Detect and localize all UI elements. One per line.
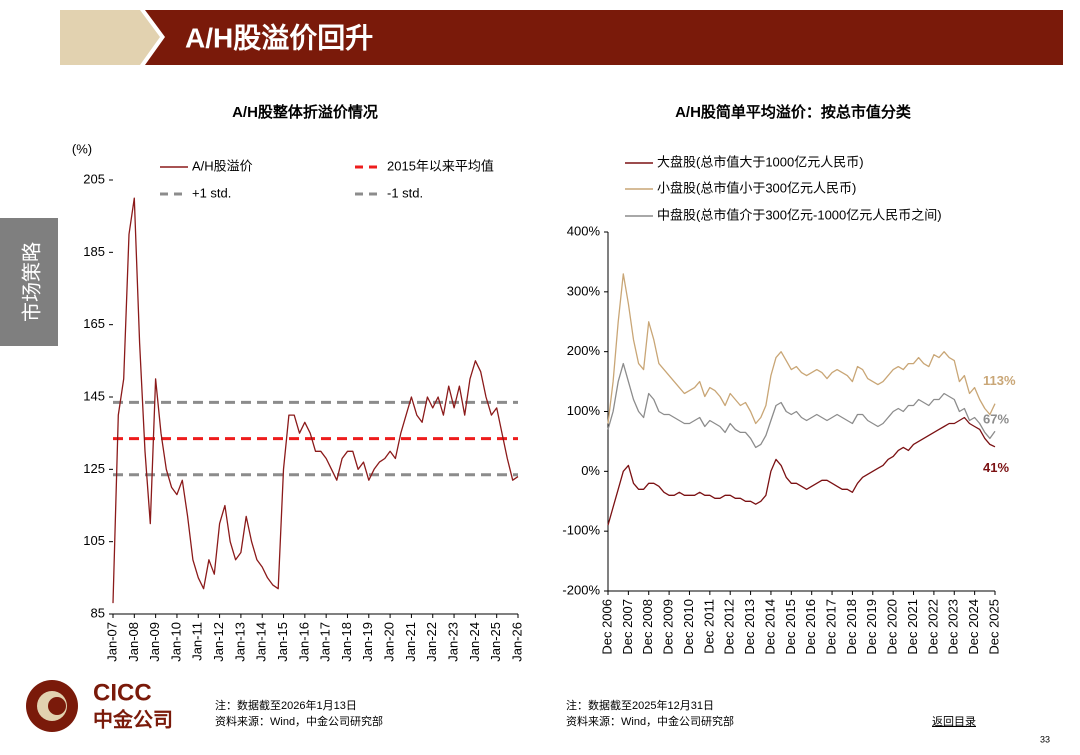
x-tick-label: Jan-11 [190,622,205,661]
y-tick-label: 165 [83,316,105,331]
x-tick-label: Jan-19 [360,622,375,662]
series-line [607,273,996,425]
legend-label: 大盘股(总市值大于1000亿元人民币) [657,154,864,169]
x-tick-label: Jan-07 [104,622,119,662]
x-tick-label: Dec 2019 [864,599,879,655]
x-tick-label: Jan-16 [296,622,311,662]
source: 资料来源：Wind，中金公司研究部 [566,714,734,728]
x-tick-label: Jan-12 [211,622,226,662]
x-tick-label: Jan-10 [168,622,183,662]
x-tick-label: Dec 2011 [701,599,716,654]
y-tick-label: 200% [567,343,601,358]
x-tick-label: Dec 2025 [986,599,1001,655]
legend-label: 中盘股(总市值介于300亿元-1000亿元人民币之间) [657,207,942,222]
x-tick-label: Jan-14 [254,622,269,662]
y-tick-label: 85 [91,605,105,620]
x-tick-label: Jan-25 [488,622,503,662]
back-link[interactable]: 返回目录 [932,715,976,728]
x-tick-label: Jan-26 [509,622,524,662]
x-tick-label: Dec 2023 [946,599,961,655]
x-tick-label: Jan-13 [232,622,247,662]
end-label: 67% [983,412,1009,427]
x-tick-label: Dec 2020 [885,599,900,655]
x-tick-label: Dec 2008 [640,599,655,655]
x-tick-label: Jan-22 [424,622,439,662]
y-tick-label: 400% [567,223,601,238]
y-tick-label: -100% [562,523,600,538]
chart-title: A/H股整体折溢价情况 [232,103,378,121]
x-tick-label: Dec 2007 [620,599,635,655]
end-label: 41% [983,460,1009,475]
end-label: 113% [983,373,1016,388]
x-tick-label: Dec 2017 [823,599,838,655]
header-bar [145,10,1063,65]
x-tick-label: Dec 2012 [722,599,737,655]
x-tick-label: Jan-17 [318,622,333,662]
slide-title: A/H股溢价回升 [185,22,373,53]
chart-title: A/H股简单平均溢价：按总市值分类 [675,103,912,121]
y-tick-label: 100% [567,403,601,418]
logo-mark [48,697,66,715]
section-tab [0,218,58,346]
series-line [607,362,996,449]
logo [26,680,78,732]
x-tick-label: Dec 2024 [966,599,981,655]
x-tick-label: Dec 2021 [905,599,920,655]
x-tick-label: Dec 2022 [925,599,940,655]
series-line [112,197,519,604]
x-tick-label: Jan-18 [339,622,354,662]
x-tick-label: Dec 2015 [783,599,798,655]
legend-label: A/H股溢价 [192,158,253,173]
x-tick-label: Jan-20 [382,622,397,662]
y-tick-label: 300% [567,283,601,298]
y-tick-label: 205 [83,171,105,186]
y-tick-label: -200% [562,582,600,597]
note: 注：数据截至2026年1月13日 [215,698,357,712]
x-tick-label: Dec 2013 [742,599,757,655]
legend-label: -1 std. [387,185,423,200]
x-tick-label: Jan-09 [147,622,162,662]
legend-label: +1 std. [192,185,231,200]
legend-label: 2015年以来平均值 [387,158,494,173]
y-tick-label: 185 [83,244,105,259]
x-tick-label: Jan-21 [403,622,418,662]
y-axis-label: (%) [72,141,92,156]
x-tick-label: Dec 2010 [681,599,696,655]
header-accent [60,10,160,65]
source: 资料来源：Wind，中金公司研究部 [215,714,383,728]
x-tick-label: Dec 2018 [844,599,859,655]
y-tick-label: 0% [581,463,600,478]
y-tick-label: 145 [83,388,105,403]
y-tick-label: 125 [83,461,105,476]
x-tick-label: Dec 2016 [803,599,818,655]
x-tick-label: Dec 2014 [762,599,777,655]
logo-text: CICC [93,679,152,706]
series-line [607,416,996,526]
note: 注：数据截至2025年12月31日 [566,698,714,712]
x-tick-label: Jan-15 [275,622,290,662]
legend-label: 小盘股(总市值小于300亿元人民币) [657,180,856,195]
logo-text: 中金公司 [93,707,173,731]
section-label: 市场策略 [20,242,43,322]
x-tick-label: Jan-24 [467,622,482,662]
y-tick-label: 105 [83,533,105,548]
page-number: 33 [1040,734,1050,744]
x-tick-label: Jan-08 [126,622,141,662]
x-tick-label: Dec 2009 [661,599,676,655]
x-tick-label: Jan-23 [445,622,460,662]
x-tick-label: Dec 2006 [599,599,614,655]
